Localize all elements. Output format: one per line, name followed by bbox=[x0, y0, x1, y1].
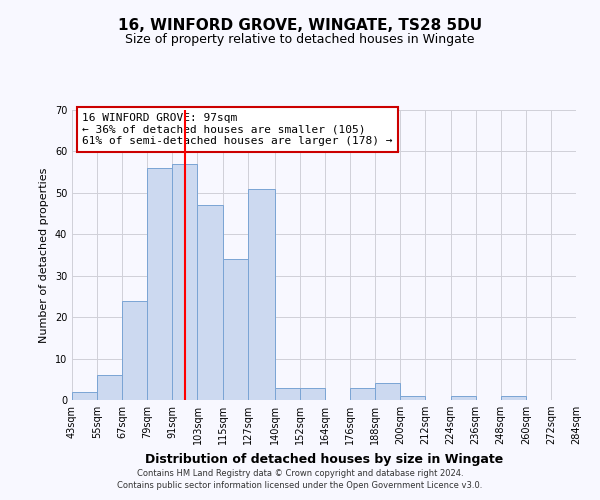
Bar bbox=[451, 396, 476, 400]
Bar bbox=[97, 375, 122, 400]
Bar bbox=[197, 206, 223, 400]
Y-axis label: Number of detached properties: Number of detached properties bbox=[39, 168, 49, 342]
Bar bbox=[172, 164, 197, 400]
Bar bbox=[350, 388, 375, 400]
Bar bbox=[72, 392, 97, 400]
Bar bbox=[223, 259, 248, 400]
Bar bbox=[501, 396, 526, 400]
Bar bbox=[576, 396, 600, 400]
Bar bbox=[275, 388, 300, 400]
Bar bbox=[147, 168, 172, 400]
Bar bbox=[248, 188, 275, 400]
Bar bbox=[122, 300, 147, 400]
Text: Contains public sector information licensed under the Open Government Licence v3: Contains public sector information licen… bbox=[118, 481, 482, 490]
X-axis label: Distribution of detached houses by size in Wingate: Distribution of detached houses by size … bbox=[145, 452, 503, 466]
Bar bbox=[300, 388, 325, 400]
Bar bbox=[375, 384, 400, 400]
Text: Size of property relative to detached houses in Wingate: Size of property relative to detached ho… bbox=[125, 32, 475, 46]
Bar bbox=[400, 396, 425, 400]
Text: 16, WINFORD GROVE, WINGATE, TS28 5DU: 16, WINFORD GROVE, WINGATE, TS28 5DU bbox=[118, 18, 482, 32]
Text: Contains HM Land Registry data © Crown copyright and database right 2024.: Contains HM Land Registry data © Crown c… bbox=[137, 468, 463, 477]
Text: 16 WINFORD GROVE: 97sqm
← 36% of detached houses are smaller (105)
61% of semi-d: 16 WINFORD GROVE: 97sqm ← 36% of detache… bbox=[82, 113, 392, 146]
